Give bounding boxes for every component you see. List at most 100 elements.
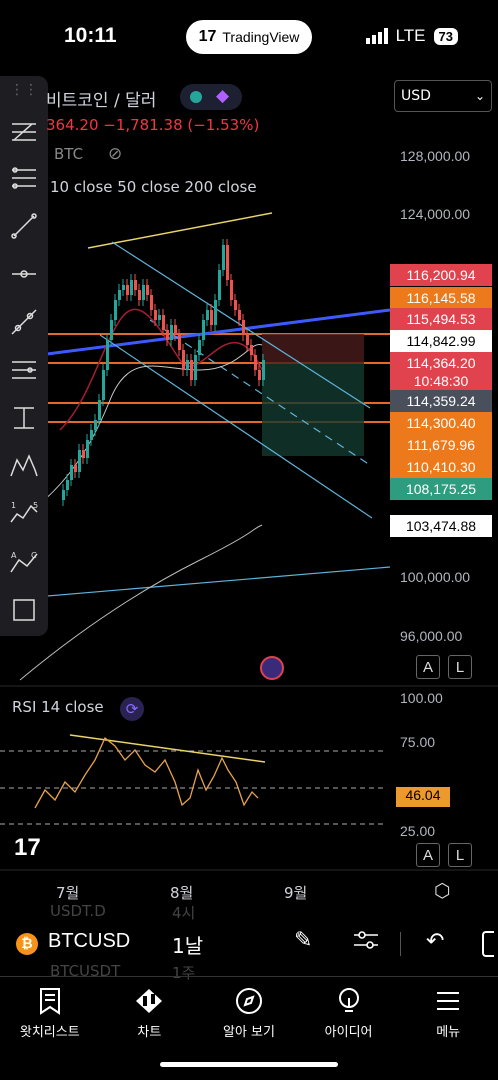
hamburger-menu-icon xyxy=(437,992,460,1010)
ghost-interval-top: 4시 xyxy=(172,904,196,922)
candle-body xyxy=(118,290,121,300)
settings-hexagon-icon[interactable]: ⬡ xyxy=(434,880,451,902)
nav-ideas[interactable]: 아이디어 xyxy=(299,977,399,1080)
fib-channel-icon[interactable] xyxy=(6,160,42,196)
candle-body xyxy=(254,355,257,370)
rectangle-tool-icon[interactable] xyxy=(6,592,42,628)
status-badge[interactable]: ◆ xyxy=(180,84,242,110)
candle-body xyxy=(190,360,193,380)
nav-label: 차트 xyxy=(137,1025,162,1040)
price-change: 364.20 −1,781.38 (−1.53%) xyxy=(46,116,260,134)
candle-body xyxy=(174,325,177,335)
log-scale-button[interactable]: L xyxy=(448,655,472,679)
watchlist-icon xyxy=(39,988,60,1015)
fullscreen-icon[interactable] xyxy=(482,931,494,957)
price-tick: 124,000.00 xyxy=(400,206,471,222)
chart-canvas[interactable] xyxy=(0,70,498,890)
status-right: LTE 73 xyxy=(365,26,458,46)
candle-body xyxy=(202,320,205,340)
candle-body xyxy=(110,320,113,340)
nav-label: 메뉴 xyxy=(436,1025,461,1040)
rsi-auto-scale-button[interactable]: A xyxy=(416,843,440,867)
nav-explore[interactable]: 알아 보기 xyxy=(199,977,299,1080)
candle-body xyxy=(162,315,165,330)
currency-select[interactable]: USD ⌄ xyxy=(394,80,492,112)
candle-body xyxy=(170,325,173,340)
tradingview-logo-icon: 17 xyxy=(198,28,217,45)
measure-icon[interactable] xyxy=(6,400,42,436)
candle-body xyxy=(86,440,89,458)
candle-body xyxy=(90,430,93,440)
interval-select[interactable]: 1날 xyxy=(172,934,204,958)
price-tag: 103,474.88 xyxy=(390,515,492,537)
rsi-label[interactable]: RSI 14 close xyxy=(12,698,104,716)
nav-menu[interactable]: 메뉴 xyxy=(398,977,498,1080)
symbol-name[interactable]: BTCUSD xyxy=(48,930,131,952)
candle-body xyxy=(70,465,73,480)
svg-text:C: C xyxy=(31,551,37,560)
date-label: 8월 xyxy=(170,884,194,902)
support-line xyxy=(0,566,391,601)
divider xyxy=(400,932,401,956)
rsi-log-scale-button[interactable]: L xyxy=(448,843,472,867)
candle-body xyxy=(206,310,209,320)
network-label: LTE xyxy=(395,26,426,45)
candle-body xyxy=(218,270,221,300)
undo-icon[interactable]: ↶ xyxy=(426,929,445,954)
tradingview-pill[interactable]: 17 TradingView xyxy=(186,20,312,54)
pattern-icon[interactable] xyxy=(6,448,42,484)
indicators-sliders-icon[interactable] xyxy=(352,926,380,958)
candle-body xyxy=(158,315,161,320)
price-tag: 116,200.94 xyxy=(390,264,492,286)
candle-body xyxy=(122,285,125,290)
price-tag: 110,410.30 xyxy=(390,456,492,478)
price-tag: 108,175.25 xyxy=(390,478,492,500)
candle-body xyxy=(194,355,197,380)
price-tag: 114,842.99 xyxy=(390,330,492,352)
hide-eye-icon[interactable]: ⊘ xyxy=(108,144,123,164)
price-tag: 115,494.53 xyxy=(390,308,492,330)
candle-body xyxy=(182,350,185,370)
rsi-tick: 100.00 xyxy=(400,690,443,706)
auto-scale-button[interactable]: A xyxy=(416,655,440,679)
candle-body xyxy=(98,400,101,420)
bitcoin-logo-icon: ₿ xyxy=(16,933,38,955)
svg-text:1: 1 xyxy=(11,501,16,510)
us-flag-event-icon xyxy=(260,656,284,680)
signal-icon xyxy=(365,28,388,44)
candle-body xyxy=(82,450,85,458)
indicators-legend[interactable]: 10 close 50 close 200 close xyxy=(50,178,257,196)
fib-retracement-icon[interactable] xyxy=(6,114,42,150)
scale-buttons: A L xyxy=(416,655,472,679)
candles xyxy=(62,239,265,506)
channel-bottom xyxy=(99,334,373,519)
trendline-tool-icon[interactable] xyxy=(6,208,42,244)
nav-chart[interactable]: 차트 xyxy=(100,977,200,1080)
home-indicator xyxy=(160,1062,338,1067)
ghost-symbol-bottom: BTCUSDT xyxy=(50,962,121,980)
parallel-channel-icon[interactable] xyxy=(6,352,42,388)
currency-value: USD xyxy=(401,88,431,104)
drag-handle-icon[interactable]: ⋮⋮ xyxy=(10,82,38,98)
candle-body xyxy=(238,310,241,320)
price-tick: 128,000.00 xyxy=(400,148,471,164)
pen-draw-icon[interactable]: ✎ xyxy=(294,928,313,953)
candle-body xyxy=(106,340,109,370)
status-time: 10:11 xyxy=(64,24,117,47)
trendline-yellow xyxy=(87,212,273,249)
candle-body xyxy=(154,310,157,320)
extended-line-icon[interactable] xyxy=(6,304,42,340)
candle-body xyxy=(214,300,217,325)
ghost-interval-bottom: 1주 xyxy=(172,964,196,982)
rsi-tick: 75.00 xyxy=(400,734,436,750)
horizontal-ray-icon[interactable] xyxy=(6,256,42,292)
price-tick: 100,000.00 xyxy=(400,569,471,585)
nav-watchlist[interactable]: 왓치리스트 xyxy=(0,977,100,1080)
nav-label: 알아 보기 xyxy=(222,1025,275,1040)
symbol-title[interactable]: 비트코인 / 달러 xyxy=(46,91,157,111)
refresh-icon[interactable]: ⟳ xyxy=(120,697,144,721)
candle-body xyxy=(246,335,249,345)
